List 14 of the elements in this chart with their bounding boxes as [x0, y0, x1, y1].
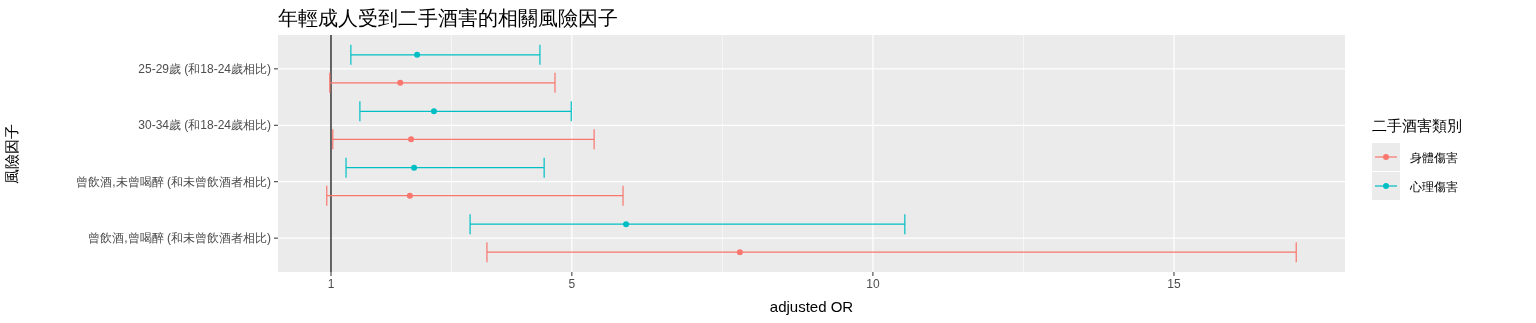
y-axis-title: 風險因子	[3, 123, 20, 184]
legend-label: 心理傷害	[1409, 180, 1458, 194]
y-tick-label: 曾飲酒,曾喝醉 (和未曾飲酒者相比)	[88, 231, 271, 246]
y-tick-label: 30-34歲 (和18-24歲相比)	[138, 118, 271, 133]
legend-title: 二手酒害類別	[1372, 117, 1462, 134]
legend-label: 身體傷害	[1410, 151, 1458, 165]
chart-title: 年輕成人受到二手酒害的相關風險因子	[278, 7, 618, 29]
y-tick-label: 25-29歲 (和18-24歲相比)	[138, 61, 271, 76]
x-tick-label: 5	[568, 277, 576, 291]
y-tick-label: 曾飲酒,未曾喝醉 (和未曾飲酒者相比)	[76, 174, 271, 189]
x-tick-label: 10	[866, 277, 880, 291]
x-tick-label: 1	[327, 277, 335, 291]
x-axis-title: adjusted OR	[769, 298, 854, 315]
x-tick-label: 15	[1167, 277, 1181, 291]
